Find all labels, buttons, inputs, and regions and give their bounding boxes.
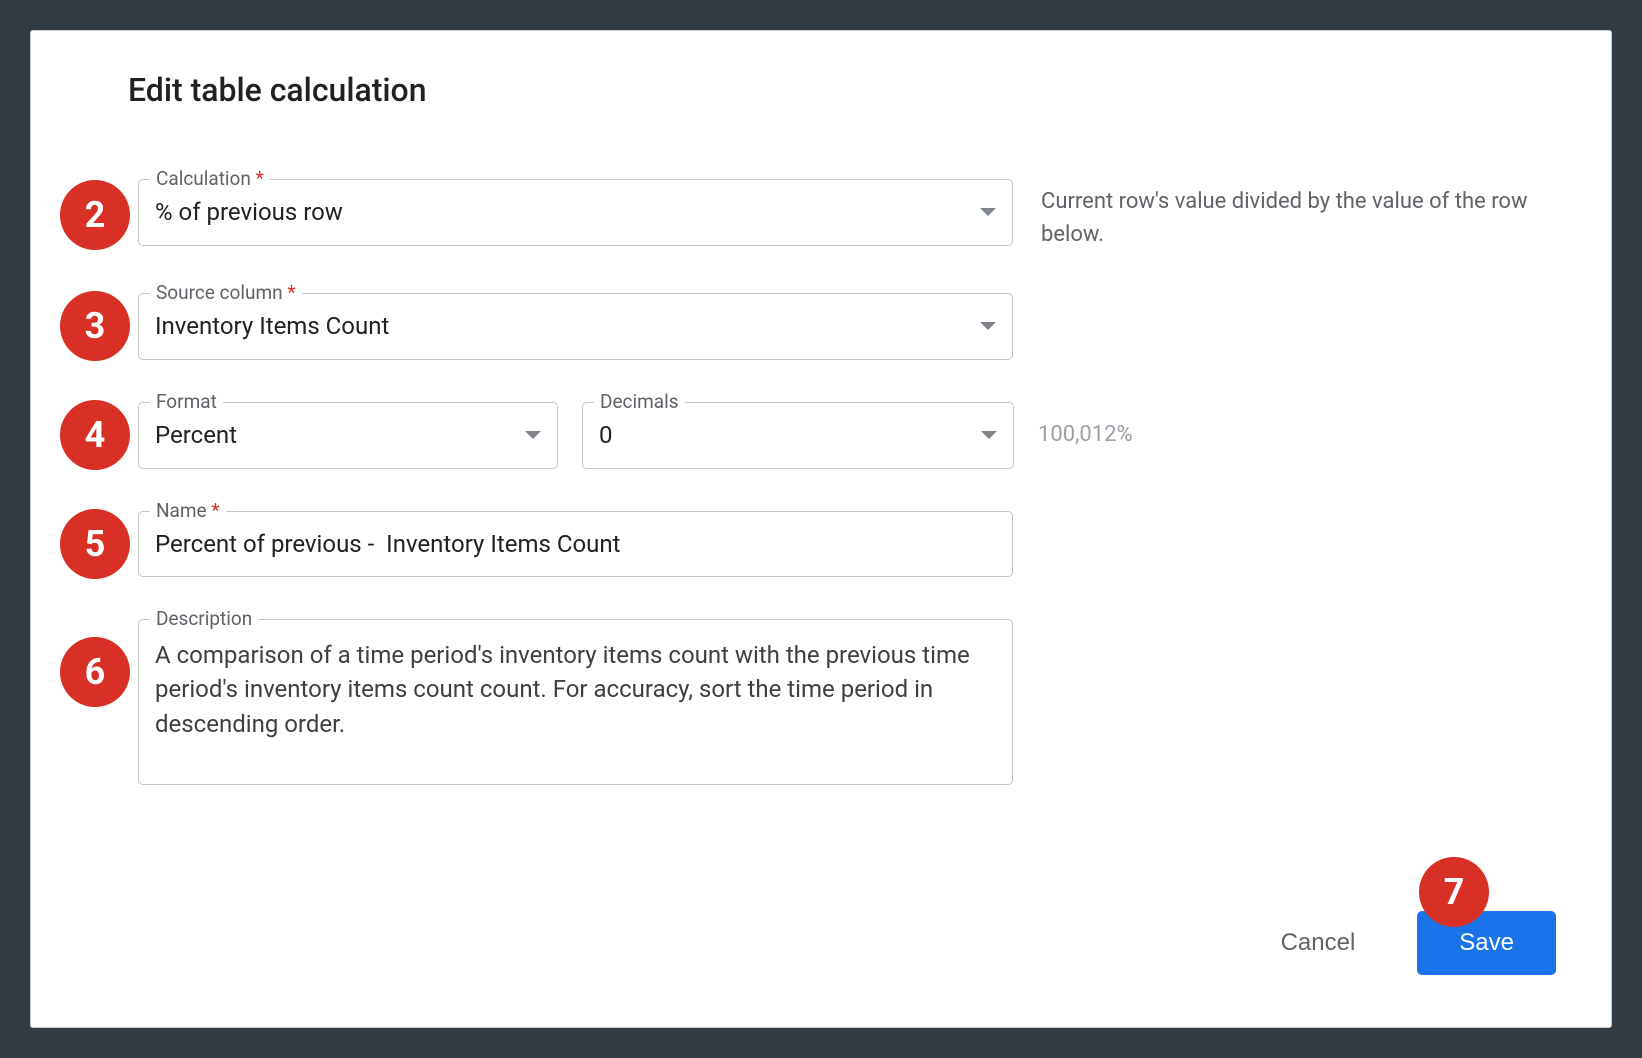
- description-textarea[interactable]: A comparison of a time period's inventor…: [138, 619, 1013, 785]
- chevron-down-icon: [980, 322, 996, 330]
- source-column-label: Source column *: [150, 281, 302, 304]
- calculation-help-text: Current row's value divided by the value…: [1041, 179, 1556, 251]
- calculation-row: 2 Calculation * % of previous row Curren…: [138, 179, 1556, 251]
- decimals-field-wrap: Decimals 0: [582, 402, 1014, 469]
- name-input-container: [138, 511, 1013, 577]
- dialog-actions: Cancel Save: [1259, 911, 1556, 975]
- chevron-down-icon: [981, 431, 997, 439]
- source-column-value: Inventory Items Count: [155, 312, 389, 341]
- calculation-value: % of previous row: [155, 198, 343, 227]
- annotation-badge-5: 5: [60, 509, 130, 579]
- decimals-value: 0: [599, 421, 613, 450]
- source-column-field-wrap: Source column * Inventory Items Count: [138, 293, 1013, 360]
- name-label: Name *: [150, 499, 226, 522]
- edit-calculation-dialog: Edit table calculation 2 Calculation * %…: [30, 30, 1612, 1028]
- form-body: 2 Calculation * % of previous row Curren…: [86, 179, 1556, 785]
- description-field-wrap: Description A comparison of a time perio…: [138, 619, 1013, 785]
- name-row: 5 Name *: [138, 511, 1556, 577]
- annotation-badge-2: 2: [60, 180, 130, 250]
- format-value: Percent: [155, 421, 237, 450]
- decimals-hint: 100,012%: [1038, 402, 1133, 447]
- calculation-label: Calculation *: [150, 167, 270, 190]
- chevron-down-icon: [980, 208, 996, 216]
- source-column-label-text: Source column: [156, 281, 283, 304]
- cancel-button[interactable]: Cancel: [1259, 913, 1378, 973]
- annotation-badge-3: 3: [60, 291, 130, 361]
- required-mark: *: [287, 281, 295, 304]
- dialog-title: Edit table calculation: [128, 71, 1556, 109]
- calculation-field-wrap: Calculation * % of previous row: [138, 179, 1013, 246]
- name-label-text: Name: [156, 499, 207, 522]
- decimals-label: Decimals: [594, 390, 685, 413]
- chevron-down-icon: [525, 431, 541, 439]
- calculation-label-text: Calculation: [156, 167, 251, 190]
- name-field-wrap: Name *: [138, 511, 1013, 577]
- description-label: Description: [150, 607, 258, 630]
- required-mark: *: [256, 167, 264, 190]
- name-input[interactable]: [155, 530, 996, 558]
- annotation-badge-6: 6: [60, 637, 130, 707]
- required-mark: *: [211, 499, 219, 522]
- source-column-row: 3 Source column * Inventory Items Count: [138, 293, 1556, 360]
- annotation-badge-7: 7: [1419, 857, 1489, 927]
- annotation-badge-4: 4: [60, 400, 130, 470]
- format-decimals-row: 4 Format Percent Decimals 0 100,012%: [138, 402, 1556, 469]
- format-field-wrap: Format Percent: [138, 402, 558, 469]
- format-label: Format: [150, 390, 223, 413]
- description-row: 6 Description A comparison of a time per…: [138, 619, 1556, 785]
